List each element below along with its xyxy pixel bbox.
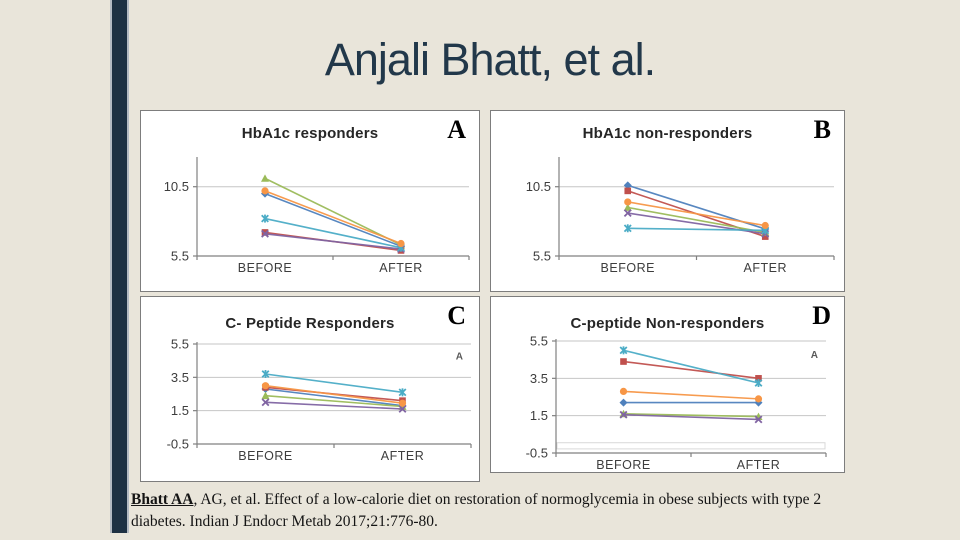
marker-circle xyxy=(619,387,628,395)
chart-title: HbA1c non-responders xyxy=(582,125,753,142)
y-tick-label: 5.5 xyxy=(171,337,189,352)
category-label: AFTER xyxy=(744,261,787,275)
marker-x xyxy=(754,415,763,424)
line-chart: 5.5 10.5 BEFORE AFTER xyxy=(526,157,835,275)
y-tick-label: 1.5 xyxy=(530,408,548,423)
slide-title: Anjali Bhatt, et al. xyxy=(324,34,656,85)
marker-square xyxy=(261,229,269,236)
series-line xyxy=(623,413,759,418)
chart-panel-d: C-peptide Non-responders D -0.5 1.5 3.5 5.5… xyxy=(490,296,845,473)
series-line xyxy=(265,401,403,410)
category-label: BEFORE xyxy=(238,449,292,463)
inner-annotation: A xyxy=(456,352,463,363)
y-tick-label: -0.5 xyxy=(167,437,189,452)
series-line xyxy=(627,206,766,234)
chart-panel-b: HbA1c non-responders B 5.5 10.5 BEFORE AFTE… xyxy=(490,110,845,292)
line-chart: -0.5 1.5 3.5 5.5 BEFORE AFTER A xyxy=(526,334,827,472)
series-line xyxy=(264,192,402,248)
line-chart: -0.5 1.5 3.5 5.5 BEFORE AFTER A xyxy=(167,337,472,463)
series-line xyxy=(264,233,402,250)
marker-circle xyxy=(261,382,270,390)
series-line xyxy=(623,413,759,421)
category-label: AFTER xyxy=(381,449,424,463)
y-tick-label: -0.5 xyxy=(526,446,548,461)
y-tick-label: 5.5 xyxy=(533,249,551,264)
marker-square xyxy=(624,187,632,195)
marker-square xyxy=(755,375,762,382)
citation-text: , AG, et al. Effect of a low-calorie die… xyxy=(131,491,822,531)
chart-title: C- Peptide Responders xyxy=(225,315,395,332)
panel-letter: B xyxy=(813,115,831,144)
series-line xyxy=(264,217,402,249)
marker-circle xyxy=(624,198,632,206)
marker-circle xyxy=(761,221,769,230)
category-label: BEFORE xyxy=(238,261,292,275)
category-label: BEFORE xyxy=(601,261,655,275)
series-line xyxy=(627,227,766,232)
marker-circle xyxy=(397,239,405,248)
series-line xyxy=(264,177,402,246)
category-label: AFTER xyxy=(737,458,780,472)
marker-diamond xyxy=(619,398,628,407)
y-tick-label: 1.5 xyxy=(171,403,189,418)
marker-circle xyxy=(754,395,763,403)
panel-letter: A xyxy=(447,115,466,144)
y-tick-label: 3.5 xyxy=(530,371,548,386)
category-label: AFTER xyxy=(379,261,422,275)
series-line xyxy=(265,388,403,407)
series-line xyxy=(623,360,759,380)
marker-triangle xyxy=(623,203,632,211)
series-line xyxy=(627,201,766,227)
series-line xyxy=(264,190,402,245)
category-label: BEFORE xyxy=(596,458,650,472)
artifact-band xyxy=(556,442,826,450)
citation: Bhatt AA, AG, et al. Effect of a low-cal… xyxy=(131,489,873,534)
marker-circle xyxy=(261,187,269,195)
y-tick-label: 10.5 xyxy=(526,179,551,194)
y-tick-label: 3.5 xyxy=(171,370,189,385)
panel-letter: D xyxy=(812,301,831,330)
series-line xyxy=(265,373,403,394)
line-chart: 5.5 10.5 BEFORE AFTER xyxy=(164,157,470,275)
marker-square xyxy=(620,358,627,365)
panel-letter: C xyxy=(447,301,466,330)
y-tick-label: 10.5 xyxy=(164,179,189,194)
y-tick-label: 5.5 xyxy=(171,249,189,264)
citation-author: Bhatt AA xyxy=(131,491,194,508)
marker-square xyxy=(761,233,769,240)
inner-annotation: A xyxy=(811,350,818,361)
chart-title: C-peptide Non-responders xyxy=(570,315,765,332)
accent-bar xyxy=(110,0,129,533)
marker-x xyxy=(261,398,270,407)
series-line xyxy=(623,390,759,400)
marker-circle xyxy=(398,399,407,407)
marker-x xyxy=(623,209,632,217)
marker-x xyxy=(398,405,407,413)
marker-x xyxy=(619,410,628,419)
marker-x xyxy=(261,229,269,238)
chart-title: HbA1c responders xyxy=(241,125,379,142)
chart-panel-a: HbA1c responders A 5.5 10.5 BEFORE AFTER xyxy=(140,110,480,292)
marker-diamond xyxy=(623,181,632,190)
y-tick-label: 5.5 xyxy=(530,334,548,349)
series-line xyxy=(265,384,403,404)
marker-triangle xyxy=(261,391,270,400)
marker-triangle xyxy=(261,174,269,182)
chart-panel-c: C- Peptide Responders C -0.5 1.5 3.5 5.5 BEF… xyxy=(140,296,480,482)
series-line xyxy=(265,394,403,408)
series-line xyxy=(623,349,759,384)
